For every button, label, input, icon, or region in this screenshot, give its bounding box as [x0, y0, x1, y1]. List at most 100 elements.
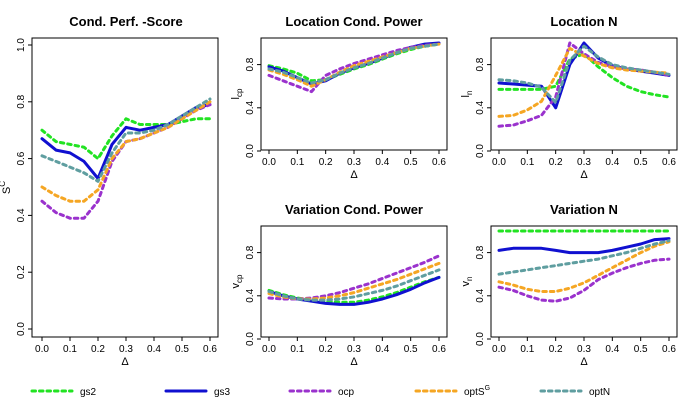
y-axis-label-main: l: [460, 95, 472, 97]
x-tick-label: 0.5: [404, 344, 418, 355]
x-tick-label: 0.5: [634, 344, 648, 355]
y-axis-label: lcp: [230, 88, 244, 99]
x-tick-label: 0.3: [577, 344, 591, 355]
legend-label-gs2: gs2: [80, 387, 97, 398]
x-tick-label: 0.1: [290, 157, 304, 168]
panel-title: Location N: [550, 14, 617, 29]
series-line-gs3: [497, 41, 671, 110]
plot-frame: [260, 37, 448, 151]
y-axis-label: vn: [460, 277, 474, 287]
panel-title: Variation N: [550, 202, 618, 217]
x-tick-label: 0.6: [662, 344, 676, 355]
y-axis-label-main: v: [460, 280, 472, 286]
x-tick-label: 0.2: [549, 157, 563, 168]
series-line-gs2: [40, 117, 212, 161]
series-line-optN: [267, 42, 441, 85]
y-tick-label: 0.0: [16, 322, 27, 336]
x-tick-label: 0.4: [375, 157, 389, 168]
y-tick-label: 0.2: [16, 265, 27, 279]
y-axis-label-sub: n: [465, 277, 474, 281]
legend-label-ocp: ocp: [338, 387, 355, 398]
x-tick-label: 0.3: [119, 344, 133, 355]
legend-label-text: optN: [589, 387, 610, 398]
x-axis-label: Δ: [580, 169, 588, 181]
x-tick-label: 0.0: [35, 344, 49, 355]
series-line-gs3: [497, 237, 671, 255]
y-axis-label: vcp: [230, 274, 244, 289]
y-tick-label: 0.4: [475, 100, 486, 114]
legend-label-gs3: gs3: [214, 387, 231, 398]
legend-label-text: gs2: [80, 387, 97, 398]
legend-label-text: gs3: [214, 387, 231, 398]
x-tick-label: 0.4: [375, 344, 389, 355]
series-line-optN: [40, 97, 212, 183]
x-tick-label: 0.6: [432, 344, 446, 355]
x-tick-label: 0.1: [63, 344, 77, 355]
series-line-gs2: [497, 52, 671, 99]
x-tick-label: 0.0: [262, 344, 276, 355]
y-tick-label: 0.0: [475, 332, 486, 346]
series-line-optSG: [40, 100, 212, 203]
y-tick-label: 0.4: [475, 288, 486, 302]
x-tick-label: 0.2: [91, 344, 105, 355]
legend-label-text: ocp: [338, 387, 355, 398]
x-tick-label: 0.2: [319, 157, 333, 168]
x-tick-label: 0.5: [404, 157, 418, 168]
series-line-ocp: [497, 257, 671, 303]
legend-label-optSG: optSG: [464, 385, 490, 398]
legend-label-sup: G: [485, 385, 490, 392]
x-tick-label: 0.4: [147, 344, 161, 355]
x-tick-label: 0.4: [605, 157, 619, 168]
series-line-optN: [497, 44, 671, 104]
y-axis-label-sub: cp: [235, 274, 244, 283]
y-axis-label-sub: cp: [235, 88, 244, 97]
y-tick-label: 0.4: [16, 208, 27, 222]
x-axis-label: Δ: [121, 356, 129, 368]
x-tick-label: 0.0: [262, 157, 276, 168]
y-tick-label: 0.6: [16, 151, 27, 165]
x-axis-label: Δ: [350, 169, 358, 181]
panel-var-n: Variation N 0.0 0.1 0.2 0.3 0.4 0.5 0.6 0.0 0.4 0…: [460, 202, 678, 368]
legend-label-text: optS: [464, 387, 485, 398]
x-tick-label: 0.2: [549, 344, 563, 355]
y-tick-label: 0.4: [245, 288, 256, 302]
x-tick-label: 0.5: [634, 157, 648, 168]
x-tick-label: 0.0: [492, 157, 506, 168]
y-tick-label: 0.0: [245, 332, 256, 346]
x-tick-label: 0.6: [432, 157, 446, 168]
plot-frame: [260, 225, 448, 338]
y-axis-label: ln: [460, 91, 474, 98]
legend-label-optN: optN: [589, 387, 610, 398]
legend: gs2 gs3 ocp optSG optN: [30, 385, 610, 398]
y-tick-label: 0.4: [245, 100, 256, 114]
series-line-optN: [267, 268, 441, 302]
y-tick-label: 0.8: [16, 94, 27, 108]
x-tick-label: 0.2: [319, 344, 333, 355]
series-line-optSG: [267, 261, 441, 301]
y-tick-label: 0.8: [475, 57, 486, 71]
series-line-ocp: [267, 254, 441, 301]
y-tick-label: 0.8: [245, 57, 256, 71]
x-tick-label: 0.6: [203, 344, 217, 355]
panel-var-cond-power: Variation Cond. Power 0.0 0.1 0.2 0.3 0.4 0.5…: [230, 202, 448, 368]
x-tick-label: 0.1: [290, 344, 304, 355]
series-line-optSG: [497, 240, 671, 293]
x-tick-label: 0.3: [347, 157, 361, 168]
x-tick-label: 0.3: [577, 157, 591, 168]
panel-cond-perf: Cond. Perf. -Score 0.0 0.1 0.2 0.3 0.4 0.5 0.6…: [0, 14, 219, 368]
y-tick-label: 0.8: [245, 245, 256, 259]
panel-title: Variation Cond. Power: [285, 202, 423, 217]
y-axis-label-main: S: [1, 187, 13, 194]
x-axis-label: Δ: [580, 356, 588, 368]
x-tick-label: 0.5: [175, 344, 189, 355]
x-tick-label: 0.3: [347, 344, 361, 355]
x-tick-label: 0.0: [492, 344, 506, 355]
y-tick-label: 0.0: [245, 144, 256, 158]
plot-frame: [31, 37, 219, 338]
x-tick-label: 0.1: [520, 344, 534, 355]
series-line-optSG: [267, 42, 441, 88]
x-tick-label: 0.4: [605, 344, 619, 355]
y-axis-label-sub: n: [465, 91, 474, 95]
y-axis-label: SC: [0, 181, 13, 194]
